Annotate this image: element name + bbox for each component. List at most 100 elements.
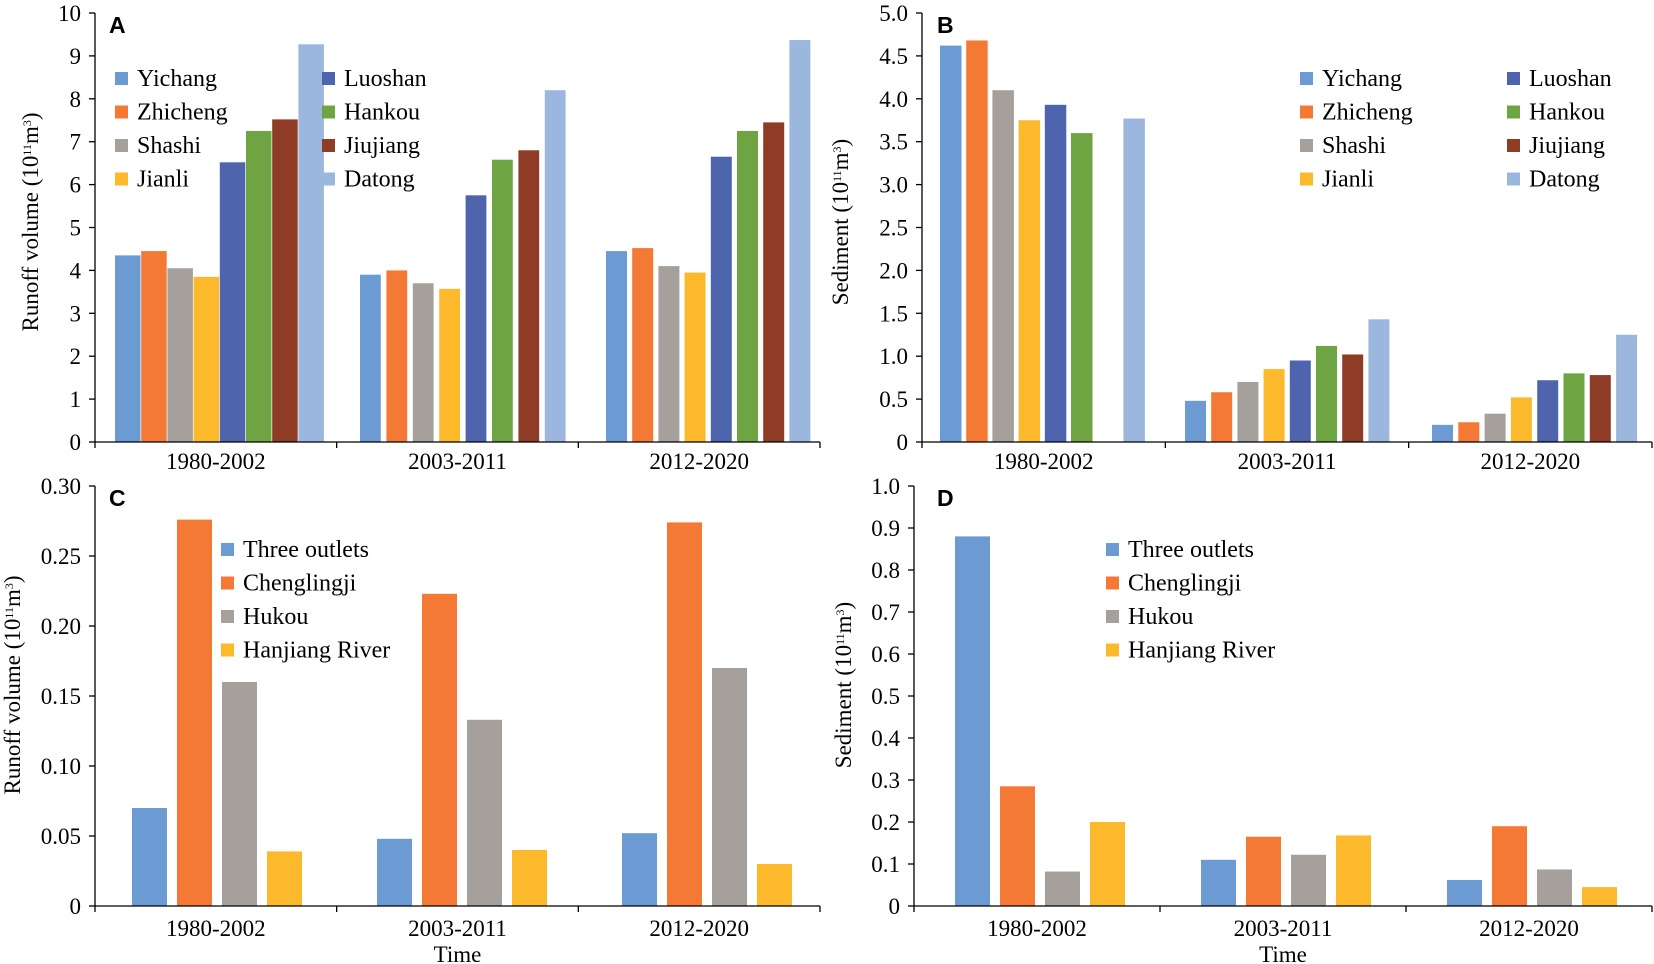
bar-shashi-2003-2011 — [412, 283, 434, 442]
x-tick-label: 2003-2011 — [408, 916, 507, 941]
bar-yichang-2012-2020 — [1432, 424, 1453, 442]
y-tick-label: 0 — [70, 894, 82, 919]
legend-swatch-hankou — [322, 105, 335, 119]
legend: Yichang Zhicheng Shashi Jianli Luoshan Hankou… — [1300, 66, 1612, 193]
x-axis-title: Time — [1259, 942, 1307, 964]
bar-jianli-1980-2002 — [1018, 120, 1041, 442]
bar-jiujiang-2012-2020 — [763, 122, 785, 443]
legend-label: Jiujiang — [1529, 133, 1605, 159]
x-tick-label: 2012-2020 — [649, 916, 749, 941]
x-tick-label: 1980-2002 — [994, 449, 1094, 474]
legend: Yichang Zhicheng Shashi Jianli Luoshan Hankou… — [115, 66, 427, 193]
y-axis-title-part: Sediment (10 — [828, 182, 853, 305]
x-tick-label: 2003-2011 — [408, 449, 507, 474]
bar-yichang-2003-2011 — [360, 274, 381, 442]
legend: Three outlets Chenglingji Hukou Hanjiang Ri… — [1106, 537, 1275, 664]
y-tick-label: 4 — [70, 258, 82, 283]
legend-swatch-shashi — [115, 139, 128, 152]
y-tick-label: 0.5 — [879, 387, 908, 412]
y-axis-title: Runoff volume (1011m3) — [0, 575, 25, 794]
bar-jianli-2003-2011 — [439, 288, 460, 442]
bar-hukou-2003-2011 — [1291, 854, 1326, 906]
bar-datong-2003-2011 — [1368, 319, 1390, 442]
panel-a: A 0 1 2 3 4 5 6 7 8 9 10 1980-2002 2003-2011 2012-2020… — [18, 1, 821, 474]
legend-swatch-yichang — [115, 72, 128, 85]
legend-swatch-jiujiang — [322, 139, 335, 152]
x-tick-label: 2003-2011 — [1234, 916, 1333, 941]
x-tick-label: 1980-2002 — [166, 916, 266, 941]
y-axis-title-part: 3 — [833, 609, 847, 615]
bar-datong-2012-2020 — [1616, 334, 1638, 442]
bar-hanjiang-river-2012-2020 — [757, 864, 792, 906]
y-axis-title-part: ) — [0, 575, 25, 583]
legend-swatch-zhicheng — [1300, 105, 1313, 119]
bar-hukou-2012-2020 — [712, 668, 747, 906]
legend-swatch-three-outlets — [221, 543, 234, 556]
y-axis-title-part: 11 — [833, 633, 847, 645]
legend-swatch-hukou — [1106, 610, 1119, 623]
x-tick-label: 2012-2020 — [1480, 449, 1580, 474]
bar-shashi-1980-2002 — [992, 90, 1014, 442]
panel-label: D — [937, 485, 954, 511]
bar-shashi-2012-2020 — [1484, 413, 1506, 442]
legend-label: Shashi — [137, 133, 201, 159]
bar-hankou-2003-2011 — [1316, 345, 1337, 442]
legend-label: Zhicheng — [1322, 100, 1413, 126]
y-tick-label: 1 — [70, 387, 82, 412]
legend-swatch-hankou — [1507, 105, 1520, 119]
bar-chenglingji-2003-2011 — [1246, 836, 1281, 906]
y-tick-label: 9 — [70, 44, 82, 69]
bar-chenglingji-2012-2020 — [667, 522, 702, 906]
y-tick-label: 7 — [70, 130, 82, 155]
y-axis-title-part: m — [828, 152, 853, 170]
x-tick-label: 1980-2002 — [987, 916, 1087, 941]
legend-label: Hanjiang River — [1128, 638, 1275, 664]
y-tick-label: 0.9 — [871, 516, 900, 541]
bar-hukou-1980-2002 — [222, 682, 257, 906]
legend-label: Zhicheng — [137, 100, 228, 126]
bar-luoshan-2012-2020 — [1537, 380, 1559, 442]
bar-luoshan-2003-2011 — [465, 195, 487, 442]
bar-chenglingji-2003-2011 — [422, 593, 457, 906]
legend-swatch-datong — [322, 172, 335, 186]
y-axis-title-part: Runoff volume (10 — [0, 619, 25, 795]
bar-luoshan-1980-2002 — [1044, 104, 1067, 442]
bar-zhicheng-2012-2020 — [1458, 422, 1480, 442]
y-tick-label: 0.10 — [41, 754, 81, 779]
x-tick-label: 2012-2020 — [1479, 916, 1579, 941]
legend-swatch-jianli — [1300, 172, 1313, 186]
bar-three-outlets-2003-2011 — [377, 838, 412, 906]
panel-d: D 0 0.1 0.2 0.3 0.4 0.5 0.6 0.7 0.8 0.9 1.0 1980-200… — [831, 474, 1653, 964]
y-axis-title-part: 11 — [2, 607, 16, 619]
bar-jiujiang-2003-2011 — [518, 150, 540, 442]
bar-yichang-2012-2020 — [606, 251, 627, 442]
bar-datong-1980-2002 — [1123, 118, 1145, 442]
legend-swatch-hukou — [221, 610, 234, 623]
legend-label: Jianli — [1322, 167, 1374, 193]
panel-c: C 0 0.05 0.10 0.15 0.20 0.25 0.30 1980-2002 2003-… — [0, 474, 821, 964]
bar-zhicheng-1980-2002 — [141, 251, 167, 442]
bar-shashi-2012-2020 — [658, 266, 680, 442]
y-tick-label: 0.7 — [871, 600, 900, 625]
legend-swatch-jianli — [115, 172, 128, 186]
legend-label: Yichang — [137, 66, 217, 92]
bar-datong-2003-2011 — [544, 90, 566, 442]
y-tick-label: 5.0 — [879, 1, 908, 26]
panel-label: B — [937, 12, 954, 38]
bar-hanjiang-river-1980-2002 — [1090, 822, 1125, 906]
y-tick-label: 3.5 — [879, 130, 908, 155]
y-tick-label: 0.25 — [41, 544, 81, 569]
legend-label: Hankou — [344, 100, 420, 126]
bar-shashi-2003-2011 — [1237, 381, 1259, 442]
y-axis-title: Sediment (1011m3) — [828, 139, 853, 305]
bar-luoshan-2012-2020 — [710, 156, 732, 442]
bar-hanjiang-river-2003-2011 — [1336, 835, 1371, 906]
legend-label: Hanjiang River — [243, 638, 390, 664]
bar-yichang-1980-2002 — [115, 255, 141, 442]
y-tick-label: 0 — [70, 430, 82, 455]
bar-chenglingji-1980-2002 — [1000, 786, 1035, 906]
y-tick-label: 0.1 — [871, 852, 900, 877]
legend-swatch-chenglingji — [1106, 576, 1119, 590]
bar-zhicheng-1980-2002 — [966, 40, 988, 443]
bar-chenglingji-2012-2020 — [1492, 826, 1527, 906]
